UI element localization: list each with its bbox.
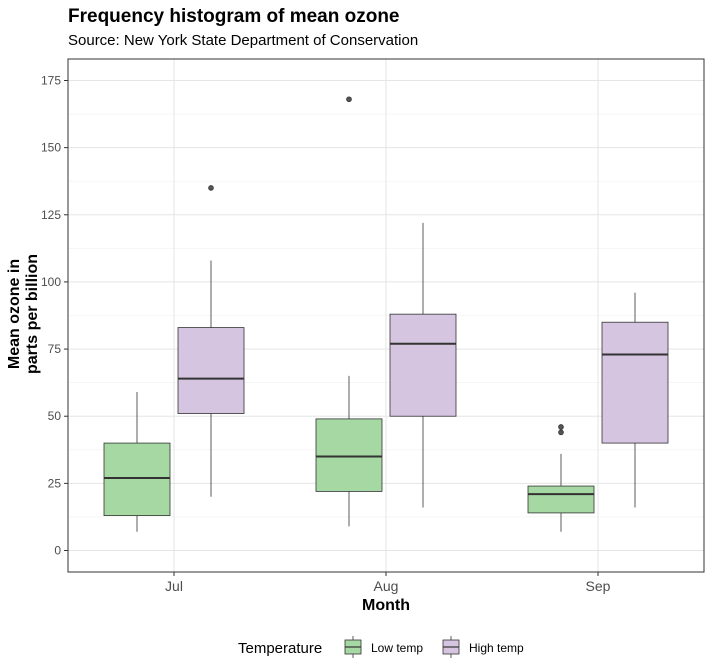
y-tick-label: 175	[41, 73, 61, 87]
box-iqr	[527, 485, 595, 514]
legend: Temperature Low temp High temp	[238, 636, 524, 658]
y-tick-label: 75	[48, 342, 62, 356]
box-iqr	[389, 313, 457, 417]
box-high-temp-aug	[389, 222, 457, 508]
plot-area	[67, 58, 705, 573]
box-low-temp-sep	[527, 424, 595, 532]
chart-title: Frequency histogram of mean ozone	[68, 6, 400, 27]
legend-item-low-temp: Low temp	[344, 636, 423, 658]
legend-item-high-temp: High temp	[442, 636, 524, 658]
y-tick-label: 150	[41, 141, 61, 155]
legend-label: Low temp	[371, 641, 423, 655]
x-tick-label: Sep	[586, 578, 611, 594]
outlier-point	[558, 424, 564, 430]
chart-subtitle: Source: New York State Department of Con…	[68, 32, 418, 49]
y-tick-label: 50	[48, 409, 62, 423]
y-tick-label: 100	[41, 275, 61, 289]
y-tick-label: 0	[54, 544, 61, 558]
box-low-temp-aug	[315, 96, 383, 527]
box-high-temp-sep	[601, 292, 669, 508]
box-iqr	[103, 442, 171, 516]
y-axis: 0 25 50 75 100 125 150 175	[41, 73, 68, 558]
x-tick-label: Jul	[165, 578, 183, 594]
x-axis: Jul Aug Sep	[165, 572, 611, 594]
x-axis-title: Month	[362, 597, 410, 614]
y-tick-label: 25	[48, 476, 62, 490]
y-axis-title-line2: parts per billion	[24, 254, 41, 374]
box-iqr	[601, 321, 669, 444]
outlier-point	[558, 429, 564, 436]
box-iqr	[315, 418, 383, 492]
y-tick-label: 125	[41, 208, 61, 222]
outlier-point	[208, 185, 214, 191]
legend-title: Temperature	[238, 640, 322, 657]
legend-label: High temp	[469, 641, 524, 655]
box-high-temp-jul	[177, 185, 245, 497]
y-axis-title-line1: Mean ozone in	[6, 259, 23, 369]
outlier-point	[346, 96, 352, 103]
box-low-temp-jul	[103, 392, 171, 532]
x-tick-label: Aug	[374, 578, 399, 594]
box-iqr	[177, 327, 245, 414]
